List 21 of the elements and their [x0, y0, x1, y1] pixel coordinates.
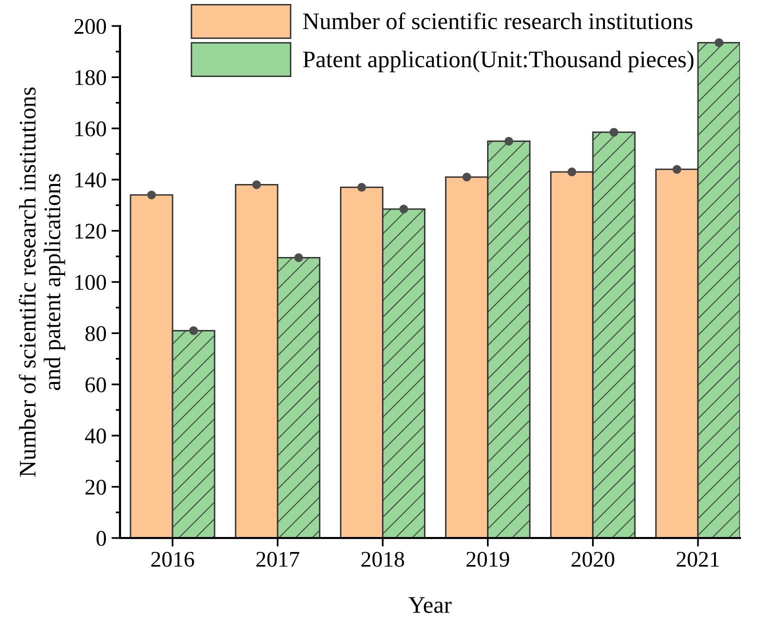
y-tick-label: 0 [96, 530, 106, 546]
x-tick-label: 2017 [256, 552, 300, 567]
x-tick-label: 2018 [361, 552, 404, 567]
y-tick-label: 60 [86, 377, 106, 392]
legend-label: Number of scientific research institutions [303, 12, 692, 30]
y-tick-label: 180 [75, 70, 106, 86]
x-tick-label: 2016 [151, 552, 194, 567]
y-tick-label: 160 [75, 121, 106, 136]
y-tick-label: 100 [75, 274, 106, 290]
y-tick-label: 140 [75, 172, 106, 188]
y-tick-label: 200 [74, 18, 106, 34]
x-tick-label: 2019 [466, 552, 510, 567]
x-tick-label: 2021 [676, 552, 719, 567]
legend-label: Patent application(Unit:Thousand pieces) [303, 50, 694, 72]
x-axis-title: Year [408, 597, 452, 613]
y-tick-label: 80 [85, 326, 106, 342]
x-tick-label: 2020 [572, 552, 614, 567]
y-tick-label: 20 [86, 480, 106, 495]
y-axis-title: Number of scientific research institutions and patent applications [18, 87, 66, 477]
y-tick-label: 120 [75, 224, 106, 239]
y-tick-label: 40 [85, 428, 106, 444]
